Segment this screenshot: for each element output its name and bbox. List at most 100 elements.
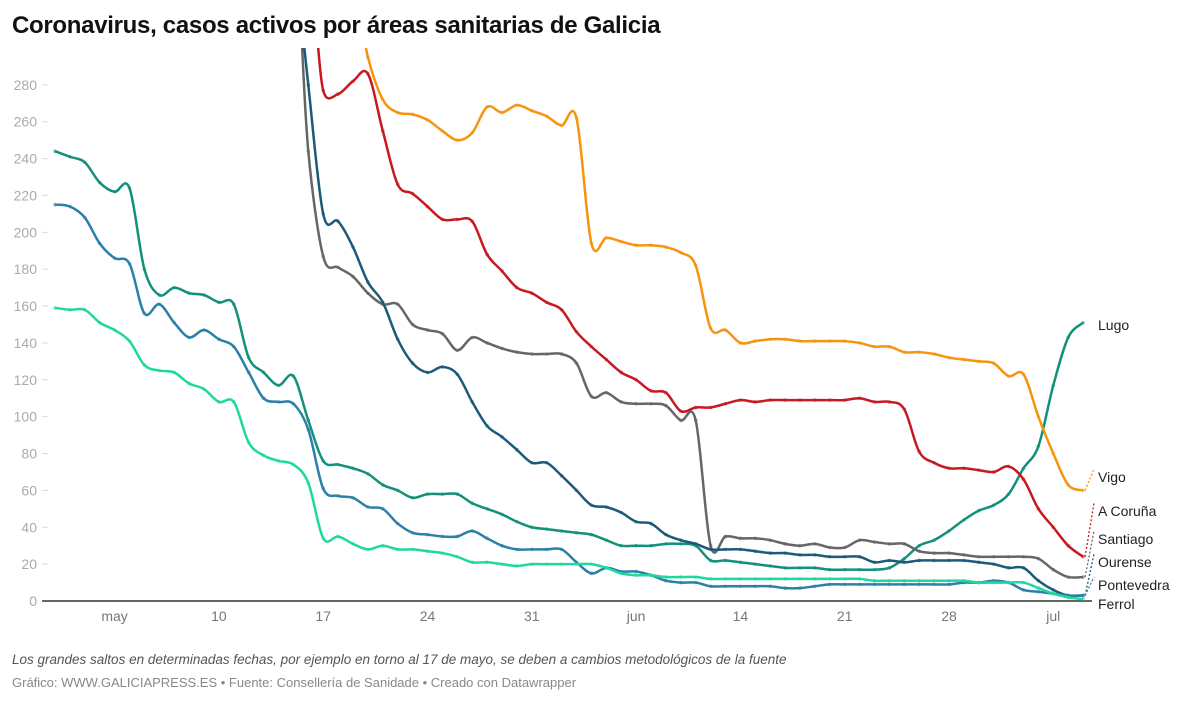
- data-point-ourense: [962, 558, 966, 563]
- data-point-pontevedra: [172, 320, 176, 325]
- data-point-santiago: [693, 418, 698, 423]
- data-point-ferrol: [351, 542, 355, 546]
- y-tick-label: 260: [14, 114, 38, 130]
- data-point-ourense: [336, 219, 340, 224]
- data-point-a-coruña: [425, 204, 430, 209]
- data-point-santiago: [798, 543, 802, 548]
- data-point-pontevedra: [917, 582, 921, 587]
- data-point-ferrol: [738, 577, 743, 581]
- data-point-ferrol: [455, 554, 460, 559]
- data-point-lugo: [500, 512, 504, 517]
- data-point-ferrol: [544, 562, 549, 566]
- data-point-vigo: [828, 339, 832, 343]
- data-point-pontevedra: [291, 401, 296, 406]
- data-point-santiago: [783, 542, 787, 546]
- data-point-lugo: [783, 566, 787, 570]
- data-point-pontevedra: [932, 582, 936, 587]
- data-point-pontevedra: [842, 582, 847, 587]
- data-point-vigo: [679, 250, 683, 255]
- data-point-lugo: [217, 300, 221, 305]
- data-point-santiago: [679, 418, 683, 423]
- data-point-pontevedra: [381, 507, 385, 511]
- data-point-pontevedra: [828, 582, 832, 587]
- data-point-ferrol: [619, 571, 623, 576]
- data-point-pontevedra: [53, 202, 57, 207]
- data-point-pontevedra: [425, 532, 430, 537]
- data-point-lugo: [902, 556, 907, 561]
- label-connector-vigo: [1084, 468, 1095, 491]
- data-point-a-coruña: [828, 398, 832, 402]
- data-point-ferrol: [321, 536, 326, 541]
- data-point-vigo: [649, 243, 653, 248]
- data-point-vigo: [664, 245, 668, 249]
- series-line-ferrol: [54, 306, 1084, 601]
- data-point-vigo: [947, 355, 951, 360]
- data-point-pontevedra: [142, 311, 147, 316]
- data-point-pontevedra: [1081, 593, 1085, 598]
- y-tick-label: 240: [14, 151, 38, 167]
- data-point-a-coruña: [693, 405, 698, 410]
- data-point-pontevedra: [68, 204, 72, 209]
- data-point-ourense: [977, 560, 981, 565]
- data-point-a-coruña: [708, 405, 713, 410]
- data-point-santiago: [768, 538, 772, 542]
- data-point-ferrol: [1081, 597, 1085, 601]
- data-point-ourense: [410, 361, 415, 366]
- data-point-pontevedra: [217, 337, 221, 342]
- data-point-ferrol: [395, 547, 400, 552]
- series-line-santiago: [300, 48, 1084, 579]
- x-tick-label: 10: [211, 608, 227, 624]
- data-point-lugo: [917, 543, 921, 548]
- data-point-a-coruña: [544, 300, 549, 305]
- data-point-ferrol: [202, 387, 206, 391]
- data-point-lugo: [246, 355, 251, 360]
- data-point-santiago: [634, 401, 638, 406]
- data-point-vigo: [872, 344, 877, 349]
- data-point-pontevedra: [306, 427, 311, 432]
- data-point-ferrol: [187, 381, 191, 386]
- data-point-a-coruña: [649, 389, 653, 393]
- data-point-pontevedra: [1036, 589, 1041, 594]
- data-point-ourense: [664, 532, 668, 537]
- data-point-santiago: [366, 291, 370, 295]
- data-point-pontevedra: [83, 215, 87, 220]
- data-point-pontevedra: [634, 569, 638, 574]
- data-point-lugo: [842, 567, 847, 572]
- data-point-ferrol: [276, 459, 281, 463]
- data-point-ourense: [649, 521, 653, 526]
- data-point-lugo: [991, 503, 996, 507]
- data-point-santiago: [1081, 575, 1085, 579]
- data-point-vigo: [902, 350, 907, 354]
- data-point-santiago: [723, 534, 728, 539]
- data-point-ourense: [842, 554, 847, 559]
- chart-note: Los grandes saltos en determinadas fecha…: [12, 652, 787, 667]
- data-point-pontevedra: [753, 584, 758, 589]
- data-point-lugo: [410, 495, 415, 500]
- data-point-vigo: [708, 326, 713, 330]
- data-point-ferrol: [381, 543, 385, 548]
- data-point-santiago: [395, 302, 400, 307]
- data-point-vigo: [768, 337, 772, 342]
- y-tick-label: 160: [14, 298, 38, 314]
- x-tick-label: 28: [941, 608, 957, 624]
- data-point-lugo: [1066, 335, 1070, 340]
- data-point-ourense: [693, 542, 698, 546]
- series-label-a-coruña: A Coruña: [1098, 503, 1157, 519]
- data-point-vigo: [1066, 483, 1070, 487]
- data-point-ferrol: [589, 562, 594, 566]
- data-point-lugo: [97, 180, 102, 185]
- data-point-pontevedra: [738, 584, 743, 589]
- data-point-ourense: [723, 547, 728, 552]
- data-point-lugo: [1036, 444, 1041, 448]
- x-axis: may 10 17 24 31 jun 14 21 28 jul: [42, 600, 1092, 624]
- y-tick-label: 80: [21, 446, 37, 462]
- data-point-santiago: [708, 543, 713, 548]
- data-point-vigo: [455, 138, 460, 142]
- data-point-lugo: [544, 527, 549, 531]
- data-point-ferrol: [559, 562, 564, 566]
- series-lines: [53, 48, 1085, 601]
- data-point-a-coruña: [902, 407, 907, 412]
- data-point-ourense: [530, 460, 534, 465]
- data-point-pontevedra: [470, 529, 475, 533]
- data-point-pontevedra: [708, 584, 713, 589]
